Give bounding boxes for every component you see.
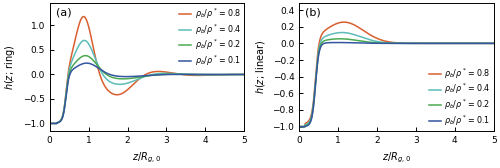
$\rho_b/\rho^* = 0.4$	[69, 60, 75, 62]
$\rho_b/\rho^* = 0.1$	[466, 42, 472, 44]
$\rho_b/\rho^* = 0.8$	[238, 73, 244, 75]
$\rho_b/\rho^* = 0.4$	[330, 33, 336, 35]
$\rho_b/\rho^* = 0.1$	[241, 73, 247, 75]
$\rho_b/\rho^* = 0.2$	[380, 42, 386, 44]
$\rho_b/\rho^* = 0.1$	[130, 75, 136, 77]
$\rho_b/\rho^* = 0.2$	[337, 38, 343, 40]
Line: $\rho_b/\rho^* = 0.2$: $\rho_b/\rho^* = 0.2$	[299, 39, 494, 127]
$\rho_b/\rho^* = 0.8$	[296, 126, 302, 128]
$\rho_b/\rho^* = 0.4$	[216, 74, 222, 76]
$\rho_b/\rho^* = 0.1$	[380, 42, 386, 44]
$\rho_b/\rho^* = 0.4$	[80, 40, 86, 42]
Line: $\rho_b/\rho^* = 0.2$: $\rho_b/\rho^* = 0.2$	[50, 56, 244, 123]
Line: $\rho_b/\rho^* = 0.4$: $\rho_b/\rho^* = 0.4$	[299, 33, 494, 127]
Line: $\rho_b/\rho^* = 0.8$: $\rho_b/\rho^* = 0.8$	[50, 16, 244, 123]
$\rho_b/\rho^* = 0.1$	[371, 42, 377, 44]
$\rho_b/\rho^* = 0.2$	[82, 55, 88, 57]
$\rho_b/\rho^* = 0.2$	[330, 38, 336, 40]
$\rho_b/\rho^* = 0.1$	[216, 74, 222, 76]
$\rho_b/\rho^* = 0.1$	[122, 76, 128, 78]
$\rho_b/\rho^* = 0.2$	[80, 55, 86, 57]
$\rho_b/\rho^* = 0.2$	[216, 74, 222, 76]
$\rho_b/\rho^* = 0.8$	[122, 91, 128, 93]
$\rho_b/\rho^* = 0.2$	[122, 78, 128, 80]
$\rho_b/\rho^* = 0.8$	[80, 15, 86, 17]
$\rho_b/\rho^* = 0.8$	[46, 122, 52, 124]
$\rho_b/\rho^* = 0.2$	[130, 77, 136, 79]
$\rho_b/\rho^* = 0.8$	[490, 42, 496, 44]
$\rho_b/\rho^* = 0.4$	[130, 80, 136, 82]
$\rho_b/\rho^* = 0.1$	[80, 62, 86, 65]
X-axis label: $z/R_{g,0}$: $z/R_{g,0}$	[382, 150, 411, 165]
Legend: $\rho_b/\rho^* = 0.8$, $\rho_b/\rho^* = 0.4$, $\rho_b/\rho^* = 0.2$, $\rho_b/\rh: $\rho_b/\rho^* = 0.8$, $\rho_b/\rho^* = …	[178, 5, 242, 69]
$\rho_b/\rho^* = 0.8$	[241, 73, 247, 75]
$\rho_b/\rho^* = 0.2$	[318, 43, 324, 45]
$\rho_b/\rho^* = 0.4$	[339, 32, 345, 34]
$\rho_b/\rho^* = 0.4$	[296, 126, 302, 128]
Legend: $\rho_b/\rho^* = 0.8$, $\rho_b/\rho^* = 0.4$, $\rho_b/\rho^* = 0.2$, $\rho_b/\rh: $\rho_b/\rho^* = 0.8$, $\rho_b/\rho^* = …	[427, 65, 492, 129]
$\rho_b/\rho^* = 0.8$	[341, 21, 347, 23]
$\rho_b/\rho^* = 0.4$	[122, 83, 128, 85]
$\rho_b/\rho^* = 0.8$	[216, 74, 222, 76]
$\rho_b/\rho^* = 0.1$	[296, 126, 302, 128]
Text: (b): (b)	[305, 7, 321, 17]
$\rho_b/\rho^* = 0.8$	[466, 42, 472, 44]
$\rho_b/\rho^* = 0.1$	[335, 41, 341, 44]
$\rho_b/\rho^* = 0.4$	[241, 73, 247, 75]
$\rho_b/\rho^* = 0.8$	[371, 36, 377, 38]
Y-axis label: $h(z;\,\mathrm{linear})$: $h(z;\,\mathrm{linear})$	[254, 40, 267, 94]
$\rho_b/\rho^* = 0.4$	[82, 39, 87, 41]
$\rho_b/\rho^* = 0.2$	[296, 126, 302, 128]
$\rho_b/\rho^* = 0.1$	[330, 41, 336, 44]
Y-axis label: $h(z;\,\mathrm{ring})$: $h(z;\,\mathrm{ring})$	[4, 44, 18, 90]
$\rho_b/\rho^* = 0.8$	[80, 15, 86, 17]
$\rho_b/\rho^* = 0.4$	[371, 40, 377, 42]
$\rho_b/\rho^* = 0.4$	[487, 42, 493, 44]
Text: (a): (a)	[56, 7, 71, 17]
$\rho_b/\rho^* = 0.1$	[84, 62, 89, 64]
$\rho_b/\rho^* = 0.4$	[490, 42, 496, 44]
$\rho_b/\rho^* = 0.1$	[490, 42, 496, 44]
$\rho_b/\rho^* = 0.1$	[238, 73, 244, 75]
$\rho_b/\rho^* = 0.4$	[46, 122, 52, 124]
Line: $\rho_b/\rho^* = 0.4$: $\rho_b/\rho^* = 0.4$	[50, 40, 244, 123]
Line: $\rho_b/\rho^* = 0.1$: $\rho_b/\rho^* = 0.1$	[50, 63, 244, 123]
Line: $\rho_b/\rho^* = 0.1$: $\rho_b/\rho^* = 0.1$	[299, 43, 494, 127]
$\rho_b/\rho^* = 0.8$	[487, 42, 493, 44]
$\rho_b/\rho^* = 0.2$	[238, 73, 244, 75]
$\rho_b/\rho^* = 0.2$	[371, 42, 377, 44]
$\rho_b/\rho^* = 0.1$	[69, 70, 75, 72]
$\rho_b/\rho^* = 0.8$	[318, 34, 324, 36]
$\rho_b/\rho^* = 0.4$	[318, 39, 324, 41]
$\rho_b/\rho^* = 0.8$	[380, 39, 386, 41]
$\rho_b/\rho^* = 0.2$	[466, 42, 472, 44]
$\rho_b/\rho^* = 0.4$	[238, 73, 244, 75]
$\rho_b/\rho^* = 0.2$	[490, 42, 496, 44]
$\rho_b/\rho^* = 0.2$	[46, 122, 52, 124]
$\rho_b/\rho^* = 0.8$	[330, 24, 336, 26]
$\rho_b/\rho^* = 0.4$	[466, 42, 472, 44]
Line: $\rho_b/\rho^* = 0.8$: $\rho_b/\rho^* = 0.8$	[299, 22, 494, 127]
$\rho_b/\rho^* = 0.8$	[130, 84, 136, 86]
$\rho_b/\rho^* = 0.1$	[318, 45, 324, 47]
X-axis label: $z/R_{g,0}$: $z/R_{g,0}$	[132, 150, 162, 165]
$\rho_b/\rho^* = 0.2$	[69, 66, 75, 68]
$\rho_b/\rho^* = 0.4$	[380, 41, 386, 43]
$\rho_b/\rho^* = 0.2$	[487, 42, 493, 44]
$\rho_b/\rho^* = 0.1$	[487, 42, 493, 44]
$\rho_b/\rho^* = 0.8$	[69, 53, 75, 55]
$\rho_b/\rho^* = 0.2$	[241, 73, 247, 75]
$\rho_b/\rho^* = 0.1$	[46, 122, 52, 124]
